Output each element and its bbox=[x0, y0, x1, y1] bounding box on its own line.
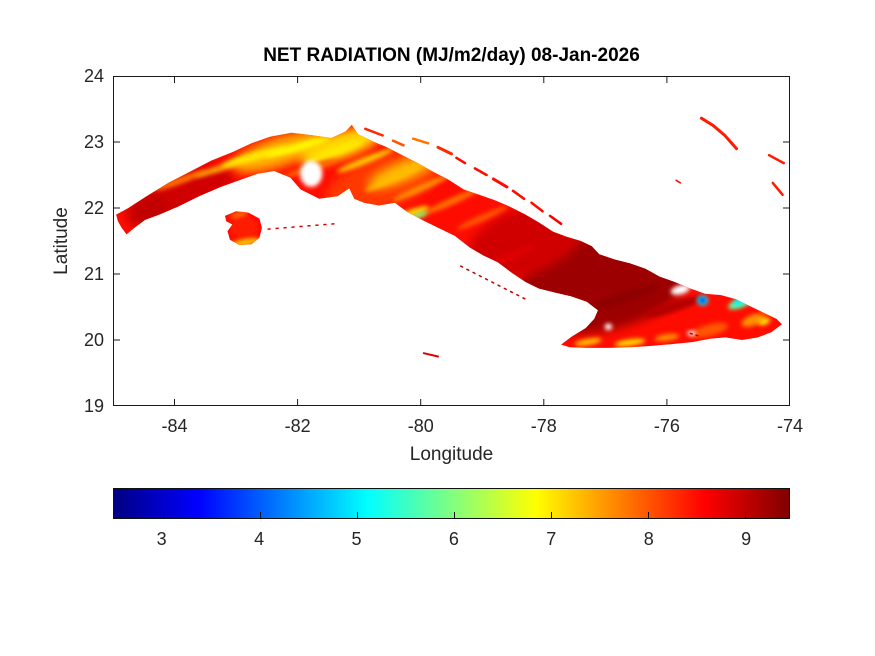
x-axis-label: Longitude bbox=[409, 444, 494, 465]
colorbar-tick-label: 6 bbox=[448, 529, 459, 549]
chart-title: NET RADIATION (MJ/m2/day) 08-Jan-2026 bbox=[263, 45, 640, 66]
y-tick-label: 24 bbox=[83, 66, 104, 86]
x-tick-label: -84 bbox=[161, 416, 188, 436]
colorbar-tick-label: 5 bbox=[351, 529, 362, 549]
colorbar-tick-label: 7 bbox=[546, 529, 557, 549]
y-tick-label: 21 bbox=[83, 264, 104, 284]
colorbar-tick bbox=[453, 512, 455, 518]
colorbar-tick-label: 4 bbox=[254, 529, 265, 549]
colorbar-tick bbox=[162, 512, 164, 518]
colorbar bbox=[113, 488, 790, 519]
x-tick-label: -74 bbox=[776, 416, 803, 436]
x-tick-label: -78 bbox=[530, 416, 557, 436]
y-tick-label: 20 bbox=[83, 330, 104, 350]
map-plot-area bbox=[113, 75, 791, 407]
colorbar-tick bbox=[745, 512, 747, 518]
y-tick-label: 19 bbox=[83, 396, 104, 416]
colorbar-tick bbox=[551, 512, 553, 518]
x-tick-label: -80 bbox=[407, 416, 434, 436]
cuba-net-radiation-map bbox=[113, 75, 791, 407]
x-tick-label: -76 bbox=[653, 416, 680, 436]
colorbar-tick bbox=[356, 512, 358, 518]
colorbar-tick-label: 8 bbox=[643, 529, 654, 549]
colorbar-tick-label: 9 bbox=[741, 529, 752, 549]
colorbar-tick bbox=[259, 512, 261, 518]
colorbar-tick-label: 3 bbox=[156, 529, 167, 549]
x-tick-label: -82 bbox=[284, 416, 311, 436]
colorbar-tick bbox=[648, 512, 650, 518]
y-tick-label: 22 bbox=[83, 198, 104, 218]
y-tick-label: 23 bbox=[83, 132, 104, 152]
